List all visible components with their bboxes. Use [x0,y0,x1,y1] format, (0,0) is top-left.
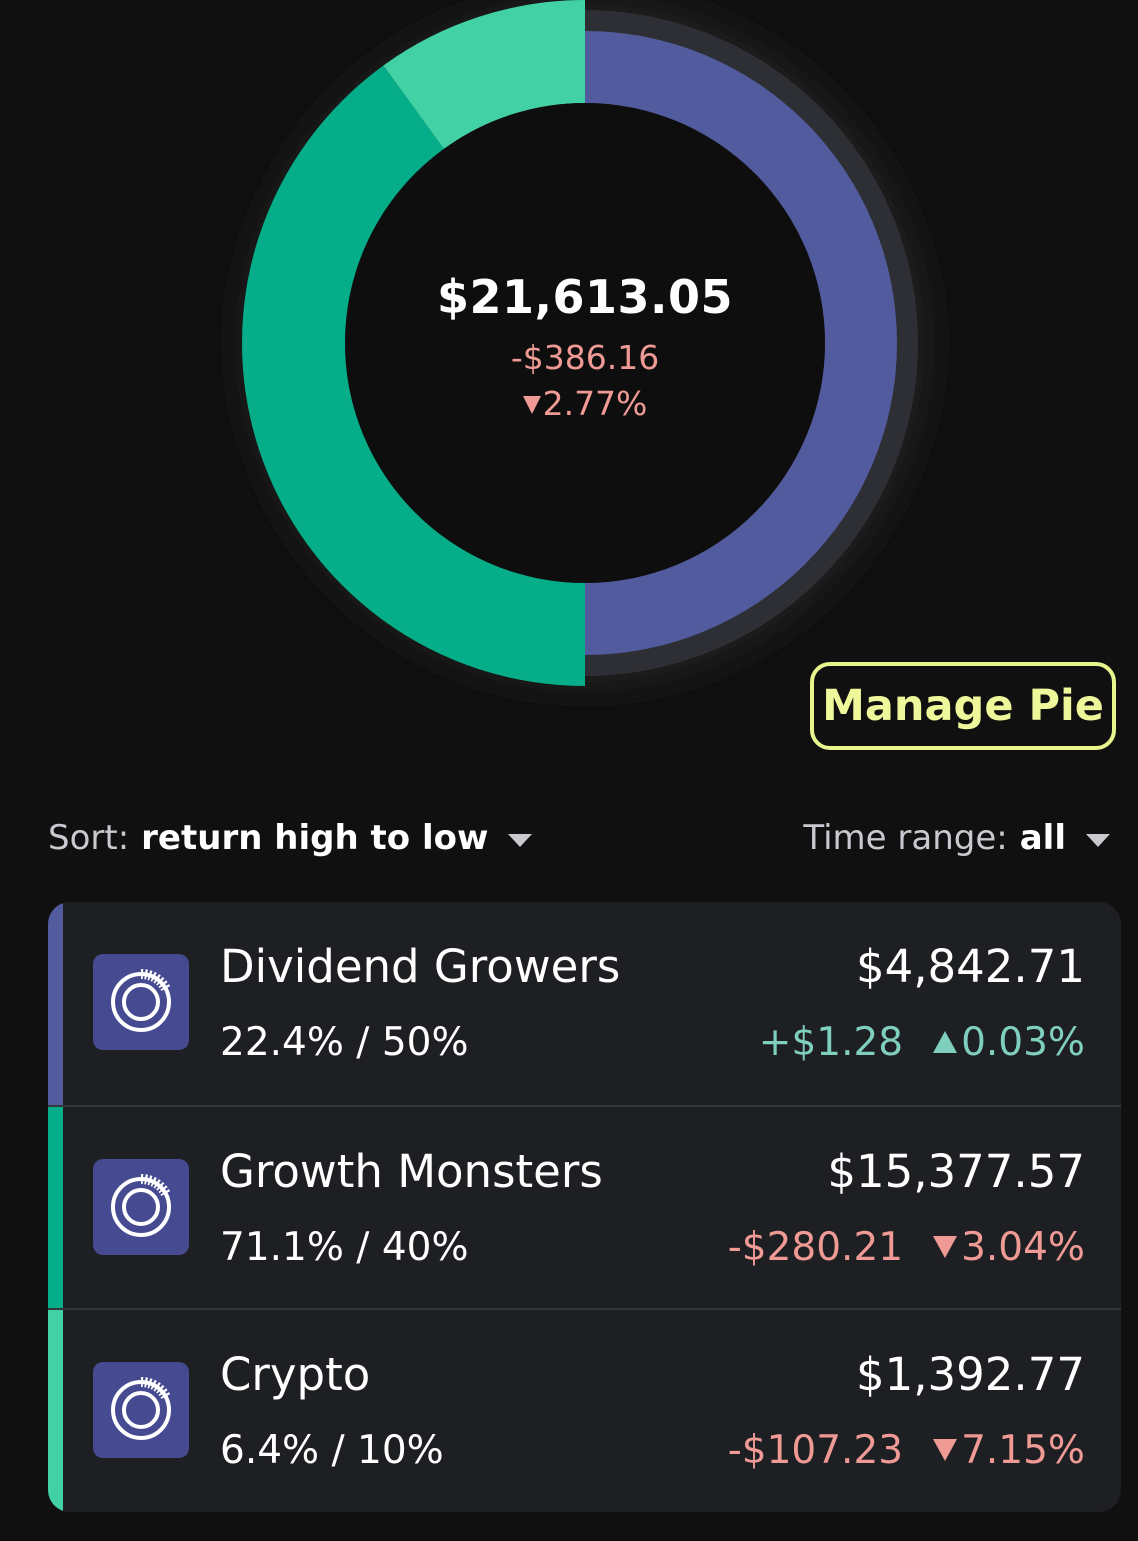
holding-name: Growth Monsters [220,1145,603,1198]
down-triangle-icon [522,396,541,414]
holding-color-stripe [48,1107,63,1308]
holding-change-amount: +$1.28 [758,1020,904,1065]
time-range-value: all [1019,818,1066,858]
pie-icon [93,954,189,1050]
donut-hole [345,103,825,583]
time-range-dropdown[interactable]: Time range: all [803,818,1110,858]
holding-change-percent: 3.04% [933,1225,1085,1270]
sort-dropdown[interactable]: Sort: return high to low [48,818,533,858]
pie-icon [93,1362,189,1458]
holding-row[interactable]: Growth Monsters 71.1% / 40% $15,377.57 -… [48,1105,1121,1308]
holding-change: +$1.28 0.03% [759,1020,1085,1065]
holding-change-amount: -$280.21 [727,1225,904,1270]
down-triangle-icon [933,1236,958,1258]
holding-name: Dividend Growers [220,940,621,993]
chevron-down-icon [508,833,533,847]
holdings-list: Dividend Growers 22.4% / 50% $4,842.71 +… [48,902,1121,1512]
holding-change-percent-value: 7.15% [961,1428,1085,1473]
portfolio-donut: $21,613.05 -$386.16 2.77% [0,0,1138,720]
holding-row[interactable]: Dividend Growers 22.4% / 50% $4,842.71 +… [48,902,1121,1105]
donut-slice-dividend-growers [585,31,897,655]
holding-allocation: 6.4% / 10% [220,1428,444,1473]
holding-allocation: 22.4% / 50% [220,1020,469,1065]
portfolio-total-value: $21,613.05 [436,270,733,324]
holding-change-percent: 7.15% [933,1428,1085,1473]
manage-pie-button[interactable]: Manage Pie [810,662,1116,750]
holding-allocation: 71.1% / 40% [220,1225,469,1270]
donut-slice-growth-monsters [242,65,585,686]
up-triangle-icon [933,1031,958,1053]
chevron-down-icon [1086,833,1110,847]
holding-change: -$107.23 7.15% [728,1428,1085,1473]
portfolio-change-percent-value: 2.77% [542,384,648,423]
holding-change-percent-value: 3.04% [961,1225,1085,1270]
holding-color-stripe [48,1310,63,1511]
portfolio-change-amount: -$386.16 [510,338,660,377]
holding-value: $15,377.57 [827,1145,1085,1198]
sort-value: return high to low [141,818,489,858]
holding-value: $4,842.71 [855,940,1085,993]
holding-value: $1,392.77 [855,1348,1085,1401]
sort-label: Sort: [48,818,130,858]
portfolio-change-percent: 2.77% [385,384,785,423]
holding-change-percent-value: 0.03% [961,1020,1085,1065]
holding-change-amount: -$107.23 [727,1428,904,1473]
holding-change-percent: 0.03% [933,1020,1085,1065]
holding-name: Crypto [220,1348,371,1401]
pie-icon [93,1159,189,1255]
donut-slice-crypto [383,0,585,149]
down-triangle-icon [933,1439,958,1461]
time-range-label: Time range: [803,818,1008,858]
donut-chart [242,0,920,686]
holding-row[interactable]: Crypto 6.4% / 10% $1,392.77 -$107.23 7.1… [48,1308,1121,1511]
holding-color-stripe [48,902,63,1105]
holding-change: -$280.21 3.04% [728,1225,1085,1270]
